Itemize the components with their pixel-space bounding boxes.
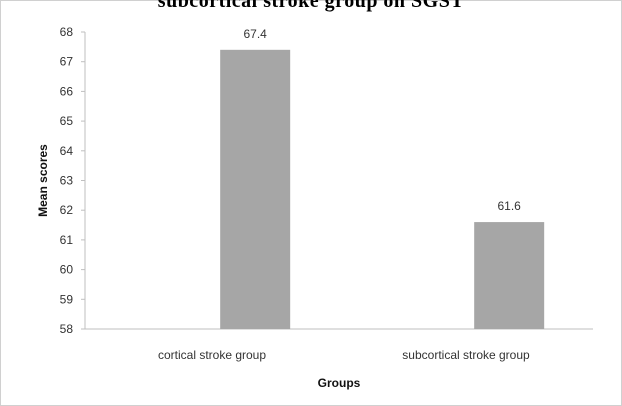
y-tick-label: 66 (60, 84, 74, 98)
y-axis-ticks: 58 59 60 61 62 63 64 65 66 67 68 (60, 25, 85, 336)
y-tick-label: 59 (60, 292, 74, 306)
x-axis-categories: cortical stroke group subcortical stroke … (158, 348, 530, 362)
x-category-label: cortical stroke group (158, 348, 266, 362)
y-axis-title: Mean scores (36, 144, 50, 217)
y-tick-label: 65 (60, 114, 74, 128)
y-tick-label: 58 (60, 322, 74, 336)
bars-group: 67.4 61.6 (220, 27, 545, 329)
x-category-label: subcortical stroke group (402, 348, 530, 362)
y-tick-label: 61 (60, 233, 74, 247)
bar-data-label: 67.4 (244, 27, 268, 41)
y-tick-label: 68 (60, 25, 74, 39)
y-tick-label: 67 (60, 55, 74, 69)
bar-data-label: 61.6 (498, 199, 522, 213)
y-tick-label: 62 (60, 203, 74, 217)
bar-2 (474, 222, 545, 329)
y-tick-label: 63 (60, 174, 74, 188)
chart-title: subcortical stroke group on SGST (157, 0, 465, 12)
y-tick-label: 60 (60, 263, 74, 277)
bar-1 (220, 49, 291, 329)
x-axis-title: Groups (318, 376, 361, 390)
y-tick-label: 64 (60, 144, 74, 158)
